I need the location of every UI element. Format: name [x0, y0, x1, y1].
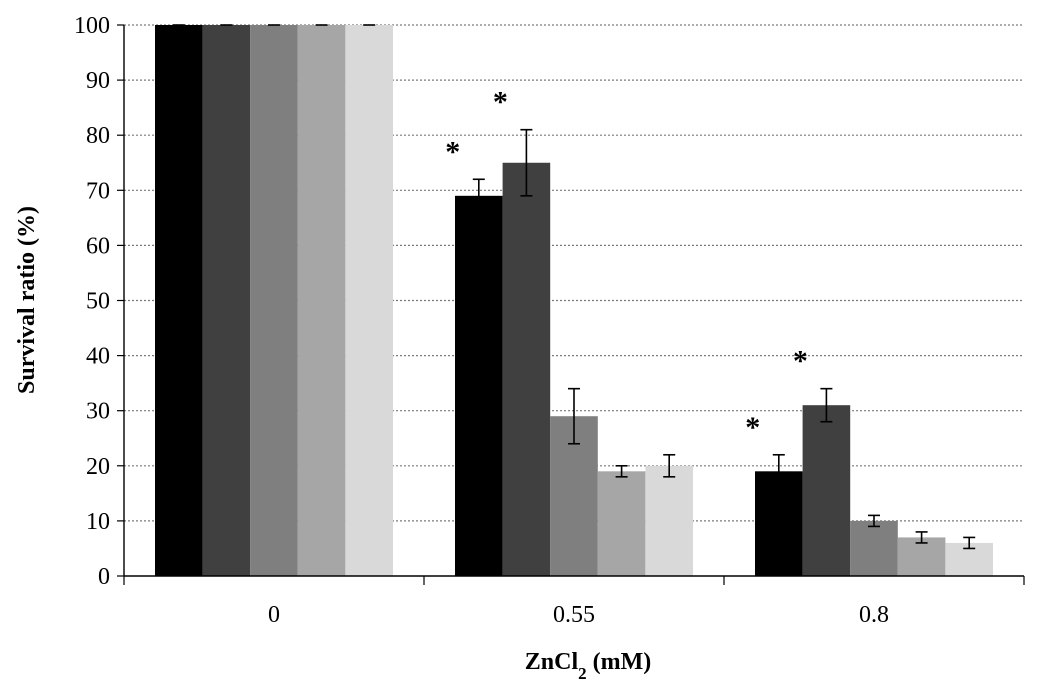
x-tick-label: 0	[268, 602, 280, 628]
bar	[297, 25, 346, 576]
significance-markers: * * * *	[445, 86, 808, 444]
x-tick-label: 0.55	[553, 602, 595, 628]
y-tick-label: 10	[86, 509, 110, 535]
y-tick-label: 90	[86, 68, 110, 94]
axis-labels: 0 10 20 30 40 50 60 70 80 90 100 0 0.55 0.8	[74, 13, 889, 628]
significance-star: *	[793, 345, 808, 378]
y-tick-label: 0	[98, 564, 110, 590]
y-tick-label: 20	[86, 454, 110, 480]
y-axis-title: Survival ratio (%)	[14, 206, 40, 394]
x-tick-label: 0.8	[859, 602, 889, 628]
y-tick-label: 100	[74, 13, 110, 39]
bar	[345, 25, 393, 576]
bar	[645, 465, 693, 576]
y-tick-label: 70	[86, 178, 110, 204]
error-bars	[172, 24, 976, 550]
x-axis-title: ZnCl2 (mM)	[525, 649, 652, 683]
bar	[502, 162, 551, 576]
bar	[250, 25, 298, 576]
bar	[850, 520, 898, 576]
y-tick-label: 30	[86, 399, 110, 425]
bar	[897, 537, 946, 576]
x-axis-title-subscript: 2	[578, 664, 587, 683]
significance-star: *	[445, 135, 460, 168]
bar	[202, 25, 251, 576]
bar	[755, 471, 803, 576]
bars	[155, 25, 993, 576]
x-axis-title-unit: (mM)	[587, 649, 652, 675]
y-tick-label: 80	[86, 123, 110, 149]
significance-star: *	[493, 86, 508, 119]
y-tick-label: 60	[86, 233, 110, 259]
bar	[155, 25, 203, 576]
axes	[117, 24, 1025, 585]
bar	[802, 405, 851, 576]
bar	[597, 471, 646, 576]
bar	[455, 195, 503, 576]
significance-star: *	[745, 411, 760, 444]
x-axis-title-main: ZnCl	[525, 649, 579, 675]
y-tick-label: 40	[86, 344, 110, 370]
y-tick-label: 50	[86, 289, 110, 315]
